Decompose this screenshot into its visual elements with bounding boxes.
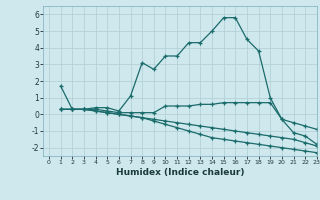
X-axis label: Humidex (Indice chaleur): Humidex (Indice chaleur) [116,168,244,177]
